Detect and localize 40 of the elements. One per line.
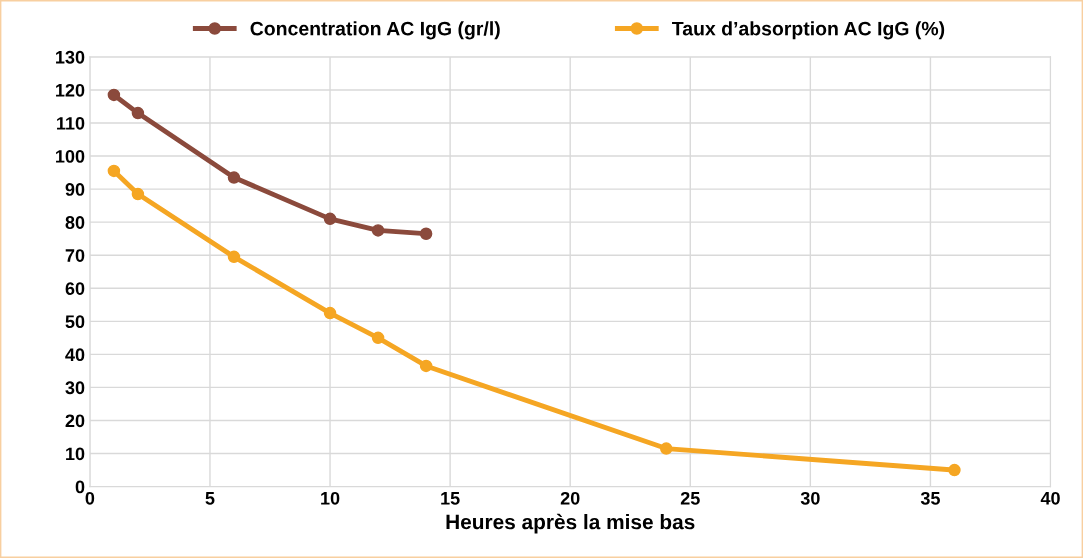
y-tick-label: 0 bbox=[75, 480, 85, 494]
point bbox=[323, 306, 337, 320]
x-tick-label: 20 bbox=[560, 491, 580, 505]
point bbox=[371, 224, 385, 237]
legend-label: Taux d’absorption AC IgG (%) bbox=[672, 21, 945, 40]
y-tick-label: 20 bbox=[65, 414, 85, 428]
x-tick-label: 5 bbox=[205, 492, 215, 505]
y-tick-label: 50 bbox=[65, 315, 85, 329]
y-tick-label: 130 bbox=[56, 50, 85, 64]
x-tick-label: 25 bbox=[680, 491, 700, 505]
x-tick-label: 10 bbox=[321, 491, 340, 505]
y-tick-label: 120 bbox=[56, 83, 85, 97]
point bbox=[107, 88, 121, 102]
point bbox=[227, 171, 241, 184]
x-tick-label: 15 bbox=[441, 492, 460, 505]
point bbox=[107, 164, 121, 178]
y-tick-label: 40 bbox=[65, 348, 85, 362]
y-tick-label: 60 bbox=[65, 282, 85, 295]
point bbox=[371, 331, 385, 345]
point bbox=[131, 106, 145, 120]
point bbox=[227, 250, 241, 264]
y-tick-label: 100 bbox=[56, 150, 85, 163]
point bbox=[323, 212, 337, 226]
y-tick-label: 80 bbox=[65, 216, 85, 229]
y-tick-label: 30 bbox=[65, 381, 85, 395]
point bbox=[660, 442, 673, 455]
x-tick-label: 35 bbox=[920, 491, 940, 505]
point bbox=[419, 227, 433, 240]
legend-label: Concentration AC IgG (gr/l) bbox=[250, 21, 500, 40]
point bbox=[948, 463, 961, 477]
x-axis-title: Heures après la mise bas bbox=[446, 513, 695, 534]
y-tick-label: 70 bbox=[65, 249, 85, 262]
point bbox=[419, 359, 433, 373]
x-tick-label: 0 bbox=[85, 491, 95, 505]
x-tick-label: 40 bbox=[1040, 491, 1060, 505]
y-tick-label: 10 bbox=[66, 447, 85, 461]
y-tick-label: 90 bbox=[65, 183, 85, 196]
x-tick-label: 30 bbox=[800, 491, 820, 505]
point bbox=[131, 187, 145, 201]
y-tick-label: 110 bbox=[57, 116, 85, 130]
